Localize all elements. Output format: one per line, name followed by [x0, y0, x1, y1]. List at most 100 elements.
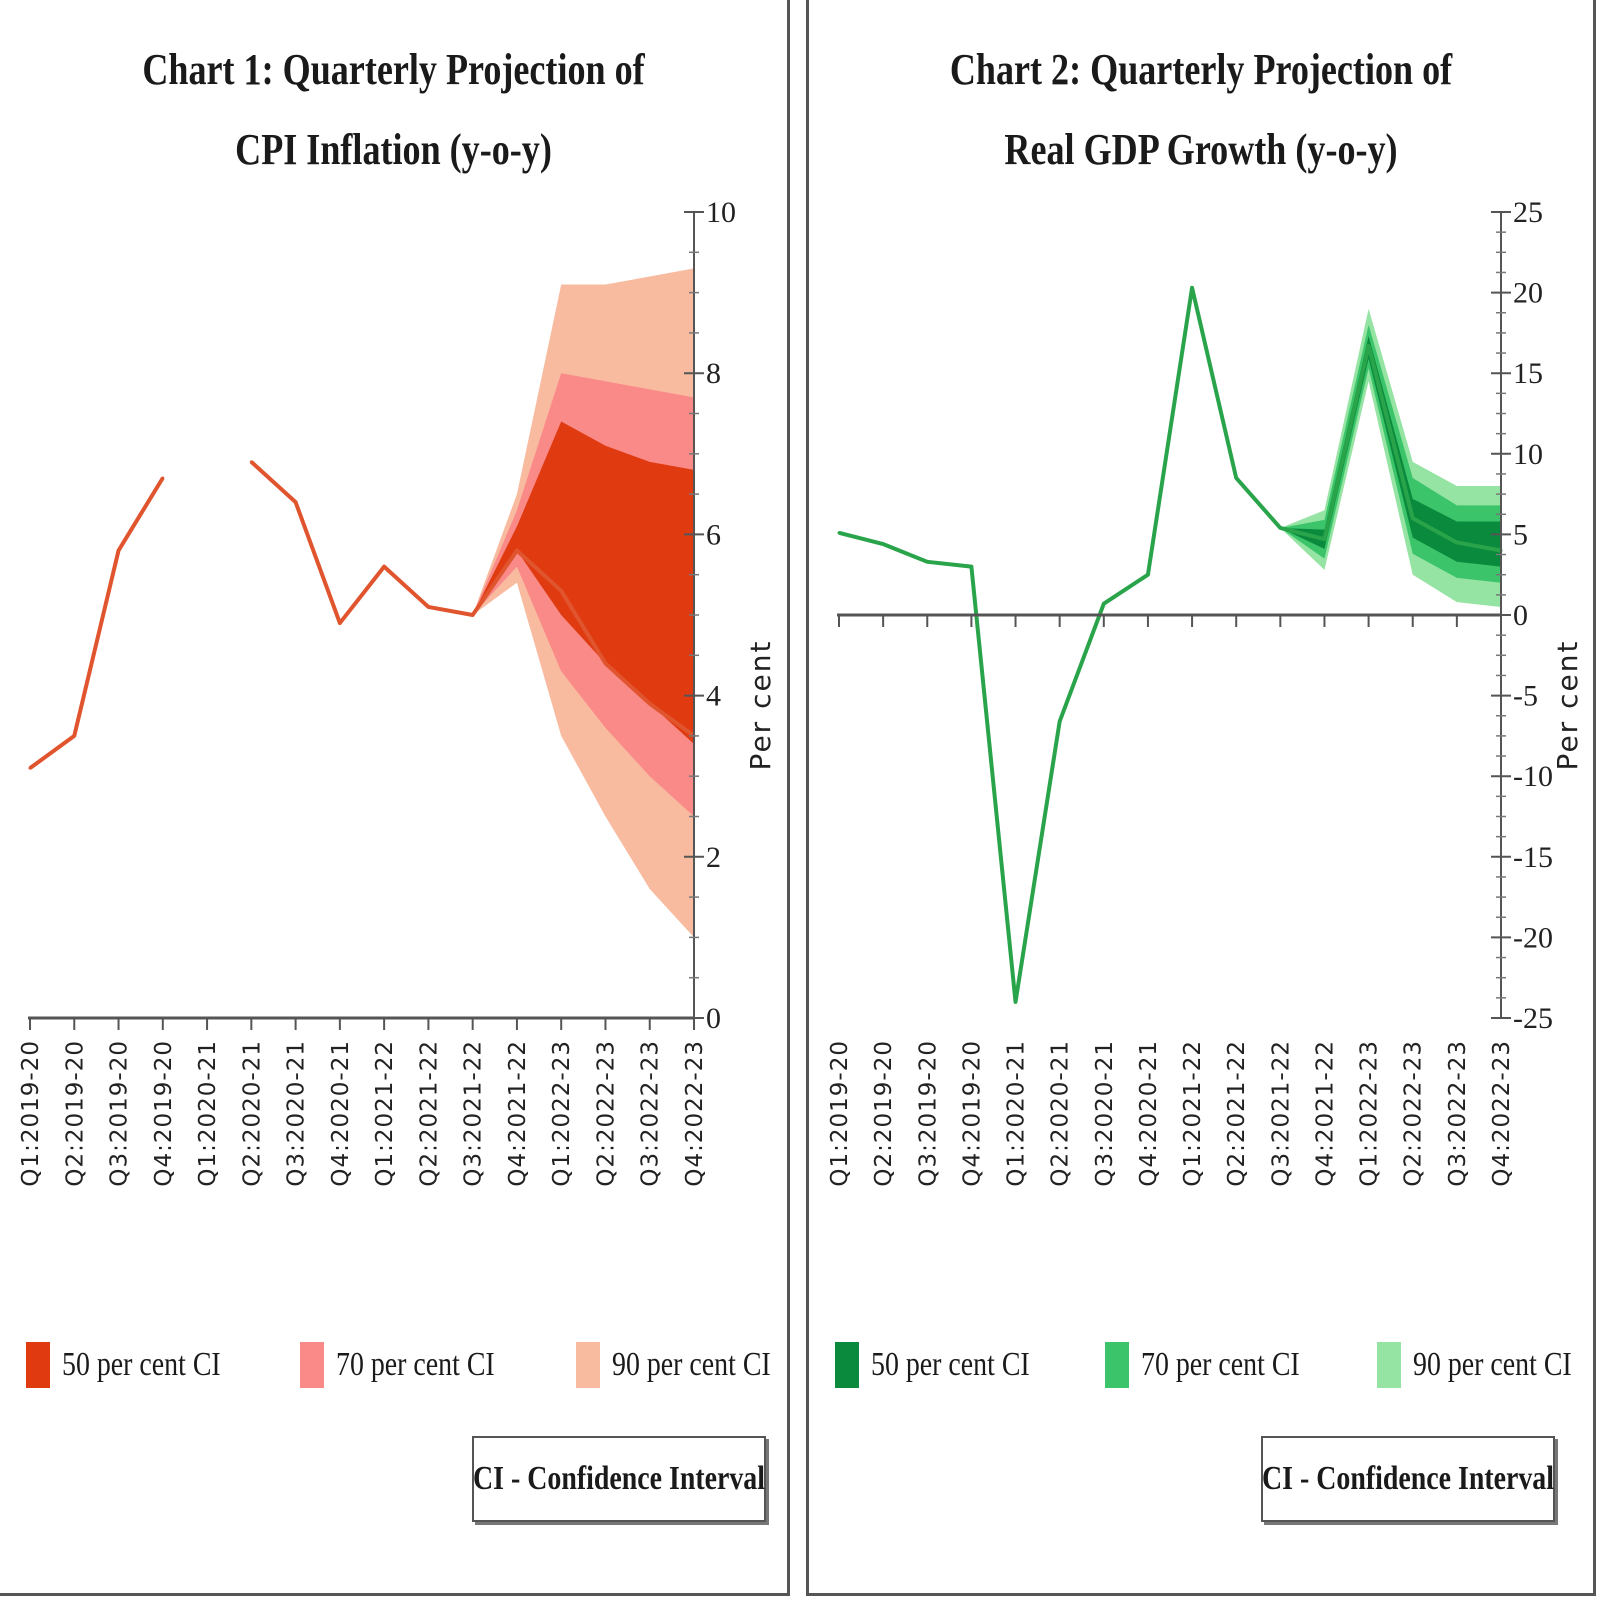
x-tick-label: Q4:2019-20: [151, 1040, 177, 1187]
y-tick-label: 2: [706, 841, 721, 874]
x-tick-label: Q1:2020-21: [195, 1040, 221, 1187]
chart-title: Chart 1: Quarterly Projection of CPI Inf…: [71, 30, 716, 190]
ci-band: [472, 421, 694, 744]
x-tick-label: Q3:2022-23: [1445, 1040, 1471, 1187]
x-tick-label: Q2:2021-22: [1224, 1040, 1250, 1187]
legend: 50 per cent CI 70 per cent CI 90 per cen…: [20, 1340, 780, 1390]
legend-label: 70 per cent CI: [336, 1346, 495, 1383]
data-point: [1411, 516, 1415, 520]
chart-title: Chart 2: Quarterly Projection of Real GD…: [880, 30, 1523, 190]
x-tick-label: Q3:2022-23: [638, 1040, 664, 1187]
x-tick-label: Q4:2021-22: [1312, 1040, 1338, 1187]
x-tick-label: Q4:2021-22: [505, 1040, 531, 1187]
legend-label: 50 per cent CI: [871, 1346, 1030, 1383]
data-point: [1367, 344, 1371, 348]
data-point: [559, 589, 563, 593]
data-point: [1455, 540, 1459, 544]
y-tick-label: 0: [706, 1002, 721, 1035]
x-tick-label: Q4:2022-23: [682, 1040, 708, 1187]
y-axis-title: Per cent: [744, 640, 777, 771]
data-point: [515, 549, 519, 553]
x-tick-label: Q3:2020-21: [284, 1040, 310, 1187]
x-tick-label: Q1:2021-22: [1180, 1040, 1206, 1187]
ci-band: [1280, 336, 1501, 567]
data-point: [969, 565, 973, 569]
cpi-chart-panel: Chart 1: Quarterly Projection of CPI Inf…: [0, 0, 790, 1596]
data-point: [1146, 573, 1150, 577]
x-tick-label: Q3:2019-20: [915, 1040, 941, 1187]
legend-item-50: 50 per cent CI: [835, 1340, 1065, 1390]
y-tick-label: 10: [1513, 438, 1543, 471]
y-tick-label: -5: [1513, 680, 1538, 713]
data-point: [471, 613, 475, 617]
x-tick-label: Q2:2022-23: [1401, 1040, 1427, 1187]
data-point: [1190, 286, 1194, 290]
legend-item-90: 90 per cent CI: [576, 1340, 806, 1390]
x-tick-label: Q3:2021-22: [461, 1040, 487, 1187]
legend-swatch-50: [835, 1342, 859, 1388]
data-point: [648, 702, 652, 706]
ci-note-box: CI - Confidence Interval: [472, 1436, 766, 1522]
x-tick-label: Q4:2020-21: [328, 1040, 354, 1187]
y-tick-label: -10: [1513, 760, 1553, 793]
data-point: [1234, 476, 1238, 480]
data-point: [1102, 602, 1106, 606]
legend-swatch-50: [26, 1342, 50, 1388]
y-tick-label: -25: [1513, 1002, 1553, 1035]
data-point: [1322, 537, 1326, 541]
legend-item-90: 90 per cent CI: [1377, 1340, 1600, 1390]
y-tick-label: 8: [706, 357, 721, 390]
legend-label: 90 per cent CI: [1413, 1346, 1572, 1383]
data-point: [881, 542, 885, 546]
y-tick-label: 10: [706, 196, 736, 229]
data-point: [294, 500, 298, 504]
ci-note: CI - Confidence Interval: [1262, 1460, 1554, 1497]
x-tick-label: Q3:2020-21: [1092, 1040, 1118, 1187]
y-tick-label: 25: [1513, 196, 1543, 229]
x-tick-label: Q4:2020-21: [1136, 1040, 1162, 1187]
x-tick-label: Q2:2019-20: [62, 1040, 88, 1187]
x-tick-label: Q1:2020-21: [1004, 1040, 1030, 1187]
data-point: [382, 565, 386, 569]
legend-swatch-90: [1377, 1342, 1401, 1388]
data-point: [28, 766, 32, 770]
data-point: [117, 549, 121, 553]
ci-note-box: CI - Confidence Interval: [1261, 1436, 1555, 1522]
x-tick-label: Q1:2019-20: [827, 1040, 853, 1187]
legend: 50 per cent CI 70 per cent CI 90 per cen…: [829, 1340, 1589, 1390]
legend-item-70: 70 per cent CI: [300, 1340, 530, 1390]
ci-note: CI - Confidence Interval: [473, 1460, 765, 1497]
data-point: [338, 621, 342, 625]
y-tick-label: 0: [1513, 599, 1528, 632]
y-tick-label: 15: [1513, 357, 1543, 390]
legend-label: 70 per cent CI: [1141, 1346, 1300, 1383]
data-point: [72, 734, 76, 738]
chart-title-line-1: Chart 1: Quarterly Projection of: [142, 45, 645, 94]
x-tick-label: Q4:2019-20: [959, 1040, 985, 1187]
data-point: [161, 476, 165, 480]
legend-swatch-70: [300, 1342, 324, 1388]
cpi-chart-plot: Q1:2019-20 Q2:2019-20 Q3:2019-20 Q4:2019-20…: [18, 196, 777, 1187]
y-tick-label: -20: [1513, 921, 1553, 954]
data-point: [603, 661, 607, 665]
series-line: [28, 476, 165, 770]
data-point: [1278, 526, 1282, 530]
chart-title-line-1: Chart 2: Quarterly Projection of: [949, 45, 1453, 94]
y-tick-label: 4: [706, 680, 721, 713]
legend-swatch-70: [1105, 1342, 1129, 1388]
x-tick-label: Q4:2022-23: [1489, 1040, 1515, 1187]
x-tick-label: Q2:2020-21: [239, 1040, 265, 1187]
legend-item-50: 50 per cent CI: [26, 1340, 256, 1390]
chart-title-line-2: CPI Inflation (y-o-y): [235, 125, 552, 174]
data-point: [249, 460, 253, 464]
gdp-chart-plot: Q1:2019-20 Q2:2019-20 Q3:2019-20 Q4:2019-20…: [827, 196, 1584, 1187]
legend-label: 90 per cent CI: [612, 1346, 771, 1383]
gdp-chart-panel: Chart 2: Quarterly Projection of Real GD…: [806, 0, 1596, 1596]
legend-item-70: 70 per cent CI: [1105, 1340, 1335, 1390]
x-tick-label: Q3:2021-22: [1268, 1040, 1294, 1187]
x-tick-label: Q1:2022-23: [549, 1040, 575, 1187]
data-point: [837, 531, 841, 535]
data-point: [1014, 1000, 1018, 1004]
x-tick-label: Q2:2021-22: [416, 1040, 442, 1187]
legend-label: 50 per cent CI: [62, 1346, 221, 1383]
